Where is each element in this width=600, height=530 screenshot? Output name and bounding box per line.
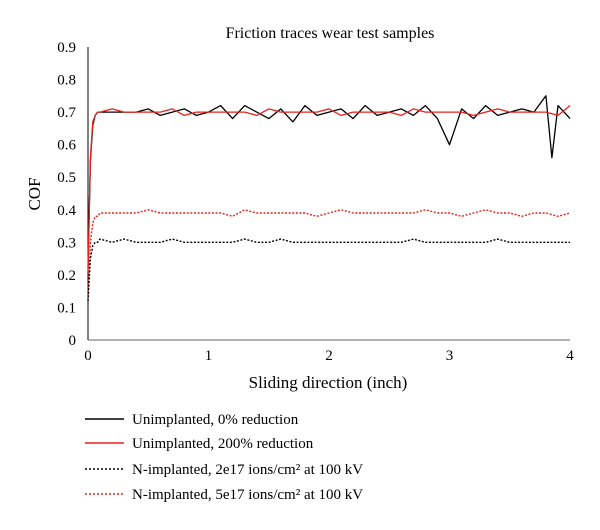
axes: 0 0.1 0.2 0.3 0.4 0.5 0.6 0.7 0.8 0.9 0 1 2 3 4: [57, 40, 574, 364]
y-tick-label: 0.6: [57, 138, 76, 154]
plot-area: [87, 95, 571, 301]
x-axis-title: Sliding direction (inch): [249, 373, 408, 392]
legend-label: N-implanted, 2e17 ions/cm² at 100 kV: [132, 462, 363, 478]
legend: Unimplanted, 0% reduction Unimplanted, 20…: [85, 412, 363, 503]
legend-label: Unimplanted, 0% reduction: [132, 412, 299, 428]
x-tick-label: 1: [205, 348, 213, 364]
y-axis-title: COF: [25, 177, 44, 210]
y-tick-label: 0.8: [57, 73, 76, 89]
legend-label: Unimplanted, 200% reduction: [132, 436, 314, 452]
legend-label: N-implanted, 5e17 ions/cm² at 100 kV: [132, 487, 363, 503]
y-tick-label: 0.2: [57, 268, 76, 284]
x-tick-label: 3: [446, 348, 454, 364]
y-tick-label: 0.3: [57, 235, 76, 251]
x-tick-label: 0: [84, 348, 92, 364]
series-line-3: [87, 238, 570, 301]
y-tick-label: 0.7: [57, 105, 76, 121]
series-line-2: [87, 105, 571, 272]
y-tick-label: 0.1: [57, 300, 76, 316]
x-tick-label: 2: [325, 348, 333, 364]
y-tick-label: 0.4: [57, 203, 76, 219]
y-tick-label: 0.5: [57, 170, 76, 186]
series-line-4: [87, 209, 571, 295]
x-tick-label: 4: [566, 348, 574, 364]
y-tick-label: 0: [69, 333, 77, 349]
chart-title: Friction traces wear test samples: [226, 25, 435, 42]
y-tick-label: 0.9: [57, 40, 76, 56]
